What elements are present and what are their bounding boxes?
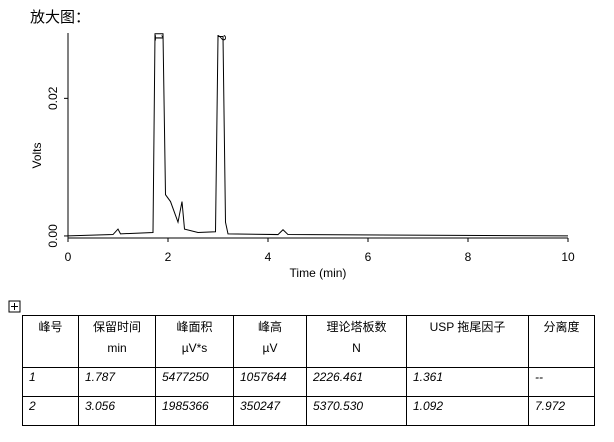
header-text: 峰面积 <box>176 320 213 334</box>
table-row: 2 3.056 1985366 350247 5370.530 1.092 7.972 <box>22 396 595 426</box>
header-unit: µV*s <box>181 341 208 355</box>
header-text: 分离度 <box>543 320 580 334</box>
header-text: 保留时间 <box>92 320 141 334</box>
table-cell: 1985366 <box>155 396 234 426</box>
x-tick-label: 6 <box>365 250 372 264</box>
table-cell: 1057644 <box>233 367 307 397</box>
table-cell: 2226.461 <box>306 367 407 397</box>
header-cell: 保留时间 min <box>78 315 156 368</box>
header-cell: 峰面积 µV*s <box>155 315 234 368</box>
table-cell: 1 <box>22 367 79 397</box>
header-cell: 分离度 <box>528 315 595 368</box>
peak-label: 1 <box>152 34 166 41</box>
x-tick-label: 2 <box>165 250 172 264</box>
table-cell: 2 <box>22 396 79 426</box>
table-cell: 5477250 <box>155 367 234 397</box>
table-handle <box>8 300 21 313</box>
header-text: USP 拖尾因子 <box>429 320 506 334</box>
table-cell: 1.361 <box>406 367 529 397</box>
x-tick-label: 4 <box>265 250 272 264</box>
header-unit: µV <box>262 341 278 355</box>
x-tick-label: 8 <box>465 250 472 264</box>
header-text: 峰高 <box>257 320 282 334</box>
y-tick-label: 0.02 <box>46 86 60 110</box>
header-text: 峰号 <box>38 320 63 334</box>
peak-label: 2 <box>214 34 228 41</box>
header-unit: min <box>107 341 127 355</box>
table-cell: 1.092 <box>406 396 529 426</box>
table-cell: 7.972 <box>528 396 595 426</box>
header-cell: 峰高 µV <box>233 315 307 368</box>
x-tick-label: 10 <box>561 250 575 264</box>
header-unit: N <box>352 341 361 355</box>
trace <box>67 33 569 237</box>
results-table: 峰号 保留时间 min 峰面积 µV*s 峰高 µV 理论塔板数 N USP 拖尾因子 分离度 1 1.… <box>22 315 595 426</box>
y-tick-label: 0.00 <box>46 224 60 248</box>
header-cell: 理论塔板数 N <box>306 315 407 368</box>
header-text: 理论塔板数 <box>326 320 387 334</box>
table-row: 1 1.787 5477250 1057644 2226.461 1.361 -- <box>22 367 595 397</box>
table-cell: -- <box>528 367 595 397</box>
table-cell: 5370.530 <box>306 396 407 426</box>
x-axis-label: Time (min) <box>290 266 347 280</box>
chart: 0 2 4 6 8 10 0.00 0.02 Time (min) Volts 1 2 <box>30 33 575 280</box>
header-row: 峰号 保留时间 min 峰面积 µV*s 峰高 µV 理论塔板数 N USP 拖尾因子 分离度 <box>22 315 595 368</box>
table-cell: 1.787 <box>78 367 156 397</box>
header-cell: 峰号 <box>22 315 79 368</box>
table-cell: 3.056 <box>78 396 156 426</box>
header-cell: USP 拖尾因子 <box>406 315 529 368</box>
heading: 放大图： <box>30 8 91 26</box>
x-tick-label: 0 <box>65 250 72 264</box>
y-axis-label: Volts <box>30 142 44 168</box>
table-cell: 350247 <box>233 396 307 426</box>
